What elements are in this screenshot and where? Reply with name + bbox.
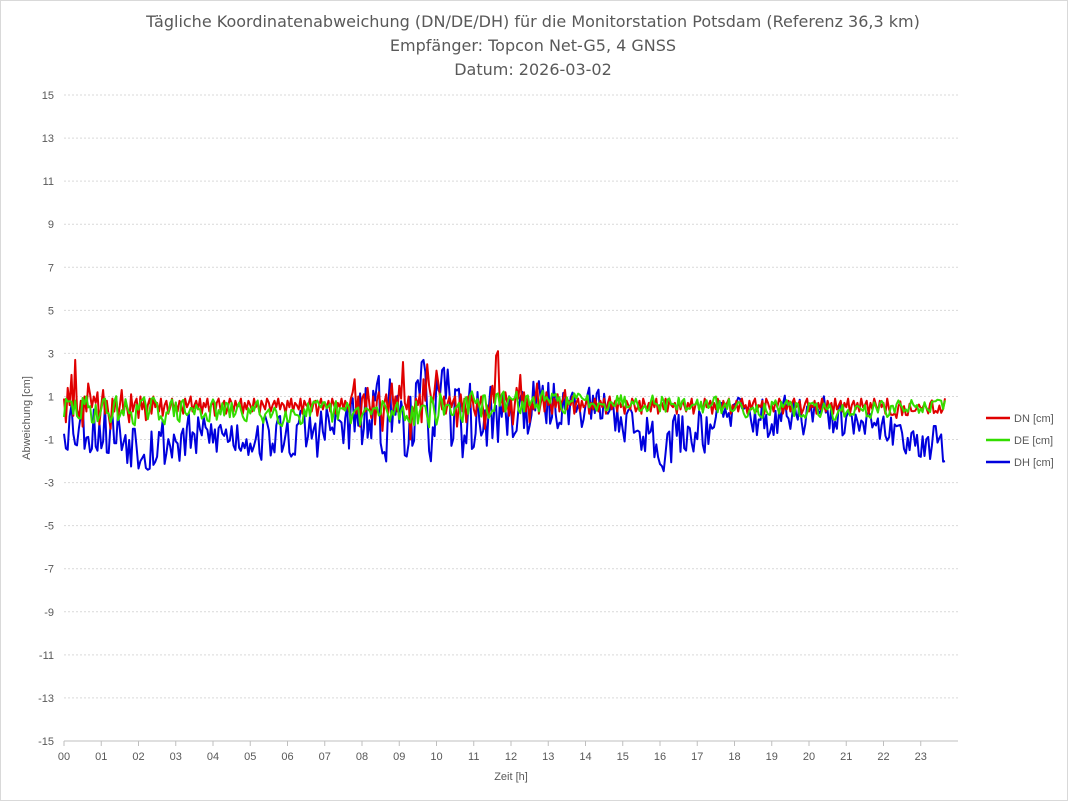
x-tick-labels: 00 01 02 03 04 05 06 07 08 09 10 11 12 13 14 15 16 17 18 19… <box>58 751 927 763</box>
chart-title: Tägliche Koordinatenabweichung (DN/DE/DH… <box>146 12 920 31</box>
x-tick-label: 02 <box>132 751 144 763</box>
legend-label-dn: DN [cm] <box>1014 413 1054 425</box>
y-tick-label: 15 <box>42 90 54 102</box>
grid-lines <box>63 94 958 746</box>
x-tick-label: 17 <box>691 751 703 763</box>
chart-date: Datum: 2026-03-02 <box>454 60 612 79</box>
x-tick-label: 06 <box>281 751 293 763</box>
y-tick-label: -7 <box>44 564 54 576</box>
legend-label-de: DE [cm] <box>1014 435 1053 447</box>
x-tick-label: 12 <box>505 751 517 763</box>
series-line-dh <box>63 358 946 473</box>
y-tick-labels: 15 13 11 9 7 5 3 1 -1 -3 -5 -7 -9 -11 -13 -15 <box>38 90 54 748</box>
y-tick-label: -15 <box>38 736 54 748</box>
x-axis-label: Zeit [h] <box>494 771 528 783</box>
x-tick-label: 07 <box>319 751 331 763</box>
y-tick-label: -9 <box>44 607 54 619</box>
x-tick-label: 22 <box>877 751 889 763</box>
y-tick-label: 7 <box>48 262 54 274</box>
x-tick-label: 01 <box>95 751 107 763</box>
y-tick-label: -3 <box>44 478 54 490</box>
y-tick-label: -5 <box>44 521 54 533</box>
x-tick-label: 21 <box>840 751 852 763</box>
chart-subtitle: Empfänger: Topcon Net-G5, 4 GNSS <box>389 36 677 55</box>
y-tick-label: -11 <box>39 650 54 662</box>
y-axis-label: Abweichung [cm] <box>21 376 33 460</box>
series-group <box>63 350 946 473</box>
legend-label-dh: DH [cm] <box>1014 457 1054 469</box>
x-tick-label: 08 <box>356 751 368 763</box>
y-tick-label: 1 <box>48 391 54 403</box>
y-tick-label: 9 <box>48 219 54 231</box>
y-tick-label: -13 <box>38 693 54 705</box>
x-tick-label: 14 <box>579 751 591 763</box>
x-tick-label: 04 <box>207 751 219 763</box>
x-tick-label: 18 <box>728 751 740 763</box>
x-tick-label: 00 <box>58 751 70 763</box>
x-tick-label: 19 <box>766 751 778 763</box>
x-tick-label: 11 <box>468 751 479 763</box>
y-tick-label: 3 <box>48 348 54 360</box>
y-tick-label: 5 <box>48 305 54 317</box>
legend: DN [cm] DE [cm] DH [cm] <box>986 413 1054 469</box>
x-tick-label: 13 <box>542 751 554 763</box>
y-tick-label: 13 <box>42 133 54 145</box>
y-tick-label: 11 <box>43 176 54 188</box>
series-line-de <box>63 389 946 429</box>
y-tick-label: -1 <box>44 435 54 447</box>
x-tick-label: 20 <box>803 751 815 763</box>
x-tick-label: 23 <box>915 751 927 763</box>
x-tick-label: 10 <box>430 751 442 763</box>
x-tick-label: 03 <box>170 751 182 763</box>
x-tick-label: 09 <box>393 751 405 763</box>
x-tick-label: 16 <box>654 751 666 763</box>
x-tick-label: 15 <box>617 751 629 763</box>
x-tick-label: 05 <box>244 751 256 763</box>
